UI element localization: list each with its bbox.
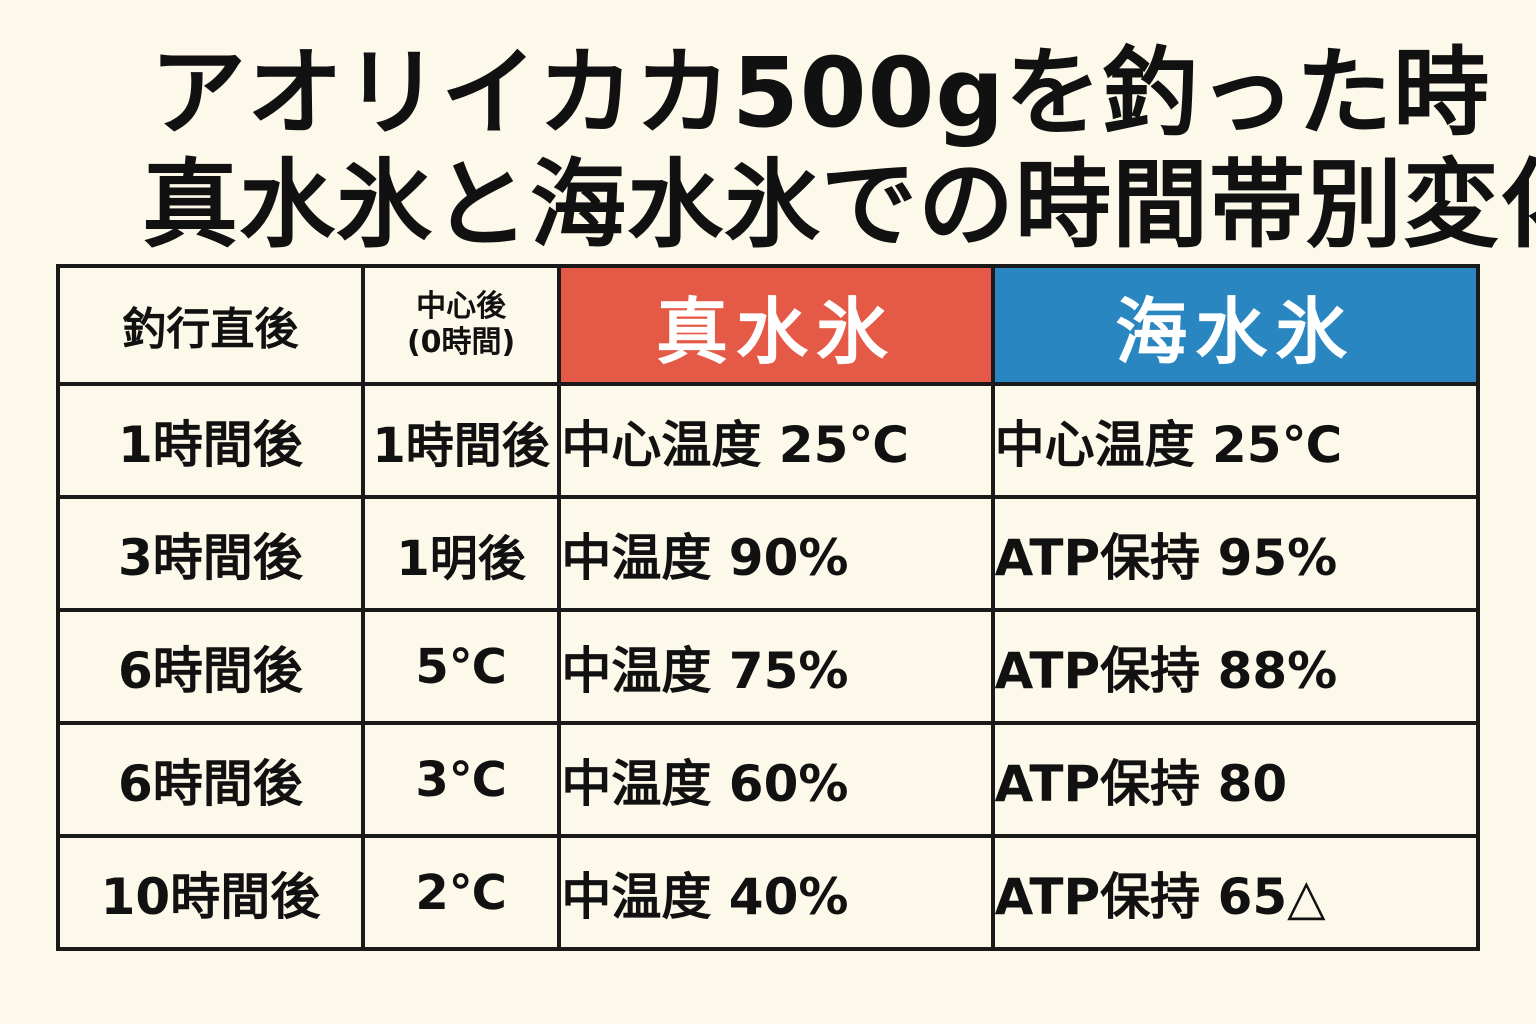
cell-fresh-ice: 中温度 90% xyxy=(557,495,995,612)
comparison-table: 釣行直後 中心後 (0時間) 真水氷 海水氷 1時間後 1時間後 中心温度 25… xyxy=(56,264,1481,951)
page-title-line1: アオリイカカ500gを釣った時 xyxy=(150,37,1491,149)
cell-center: 1明後 xyxy=(360,495,562,612)
header-center-line1: 中心後 xyxy=(416,289,507,324)
table-row: 1時間後 1時間後 中心温度 25℃ 中心温度 25℃ xyxy=(56,382,1481,499)
cell-sea-ice: 中心温度 25℃ xyxy=(990,382,1481,499)
cell-time: 3時間後 xyxy=(56,495,365,612)
cell-fresh-ice: 中心温度 25℃ xyxy=(557,382,995,499)
cell-sea-ice: ATP保持 80 xyxy=(990,721,1481,838)
cell-fresh-ice: 中温度 40% xyxy=(557,834,995,951)
table-row: 6時間後 3℃ 中温度 60% ATP保持 80 xyxy=(56,721,1481,838)
header-after-fishing: 釣行直後 xyxy=(56,264,365,386)
cell-center: 2℃ xyxy=(360,834,562,951)
table-row: 10時間後 2℃ 中温度 40% ATP保持 65△ xyxy=(56,834,1481,951)
cell-center: 5℃ xyxy=(360,608,562,725)
table-row: 3時間後 1明後 中温度 90% ATP保持 95% xyxy=(56,495,1481,612)
header-fresh-water-ice: 真水氷 xyxy=(557,264,995,386)
cell-time: 6時間後 xyxy=(56,608,365,725)
cell-time: 10時間後 xyxy=(56,834,365,951)
cell-time: 6時間後 xyxy=(56,721,365,838)
cell-fresh-ice: 中温度 75% xyxy=(557,608,995,725)
cell-center: 1時間後 xyxy=(360,382,562,499)
cell-center: 3℃ xyxy=(360,721,562,838)
header-sea-water-ice: 海水氷 xyxy=(990,264,1481,386)
table-row: 6時間後 5℃ 中温度 75% ATP保持 88% xyxy=(56,608,1481,725)
cell-time: 1時間後 xyxy=(56,382,365,499)
cell-sea-ice: ATP保持 95% xyxy=(990,495,1481,612)
header-center-line2: (0時間) xyxy=(406,325,516,360)
cell-fresh-ice: 中温度 60% xyxy=(557,721,995,838)
cell-sea-ice: ATP保持 88% xyxy=(990,608,1481,725)
table-header-row: 釣行直後 中心後 (0時間) 真水氷 海水氷 xyxy=(56,264,1481,386)
page-title-line2: 真水氷と海水氷での時間帯別変化 xyxy=(142,149,1536,261)
header-center: 中心後 (0時間) xyxy=(360,264,562,386)
cell-sea-ice: ATP保持 65△ xyxy=(990,834,1481,951)
